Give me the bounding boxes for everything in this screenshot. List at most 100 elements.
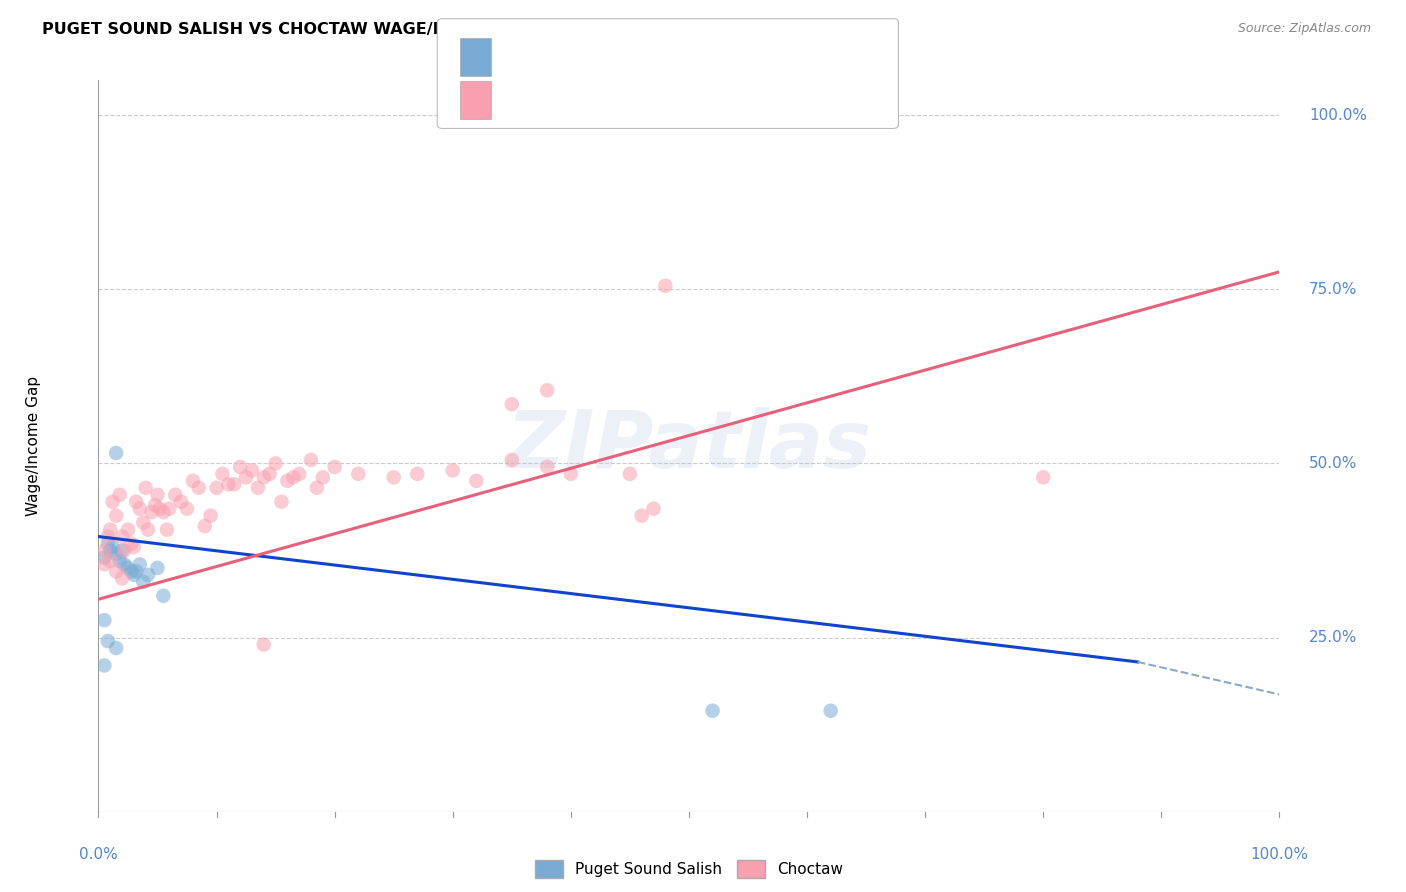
Point	[121, 536, 143, 550]
Point	[135, 481, 157, 495]
Point	[323, 459, 346, 474]
Point	[217, 477, 239, 491]
Point	[136, 567, 159, 582]
Point	[117, 561, 139, 575]
Point	[382, 470, 405, 484]
Text: ZIPatlas: ZIPatlas	[506, 407, 872, 485]
Point	[112, 543, 135, 558]
Text: 75.0%: 75.0%	[1309, 282, 1357, 297]
Point	[229, 459, 252, 474]
Point	[194, 519, 217, 533]
Point	[93, 550, 115, 565]
Point	[347, 467, 370, 481]
Point	[132, 516, 155, 530]
Point	[111, 571, 134, 585]
Point	[128, 558, 150, 572]
Text: N =: N =	[612, 49, 666, 63]
Point	[1032, 470, 1054, 484]
Text: -0.465: -0.465	[540, 49, 595, 63]
Point	[97, 536, 120, 550]
Point	[619, 467, 641, 481]
Text: N =: N =	[612, 91, 666, 105]
Text: R =: R =	[502, 49, 538, 63]
Point	[105, 565, 128, 579]
Point	[283, 470, 305, 484]
Text: 50.0%: 50.0%	[1309, 456, 1357, 471]
Text: 24: 24	[664, 49, 682, 63]
Point	[165, 488, 187, 502]
Point	[211, 467, 233, 481]
Point	[108, 554, 131, 568]
Text: R =: R =	[502, 91, 538, 105]
Point	[643, 501, 665, 516]
Text: Wage/Income Gap: Wage/Income Gap	[25, 376, 41, 516]
Point	[536, 459, 558, 474]
Point	[136, 523, 159, 537]
Point	[146, 488, 169, 502]
Point	[98, 554, 121, 568]
Point	[501, 453, 523, 467]
Point	[240, 463, 263, 477]
Point	[146, 561, 169, 575]
Point	[299, 453, 322, 467]
Point	[152, 505, 174, 519]
Text: 0.571: 0.571	[540, 91, 595, 105]
Text: 25.0%: 25.0%	[1309, 630, 1357, 645]
Point	[246, 481, 269, 495]
Point	[117, 523, 139, 537]
Point	[200, 508, 222, 523]
Point	[305, 481, 328, 495]
Text: 71: 71	[664, 91, 682, 105]
Point	[205, 481, 228, 495]
Point	[536, 384, 558, 398]
Point	[98, 523, 121, 537]
Point	[654, 278, 676, 293]
Point	[121, 565, 143, 579]
Point	[312, 470, 335, 484]
Point	[93, 658, 115, 673]
Point	[111, 543, 134, 558]
Point	[101, 540, 124, 554]
Point	[125, 565, 148, 579]
Point	[224, 477, 246, 491]
Point	[132, 574, 155, 589]
Point	[93, 543, 115, 558]
Point	[288, 467, 311, 481]
Point	[406, 467, 429, 481]
Point	[264, 457, 287, 471]
Point	[108, 488, 131, 502]
Point	[501, 397, 523, 411]
Point	[93, 613, 115, 627]
Point	[176, 501, 198, 516]
Point	[101, 494, 124, 508]
Point	[105, 547, 128, 561]
Point	[270, 494, 292, 508]
Legend: Puget Sound Salish, Choctaw: Puget Sound Salish, Choctaw	[529, 854, 849, 885]
Text: PUGET SOUND SALISH VS CHOCTAW WAGE/INCOME GAP CORRELATION CHART: PUGET SOUND SALISH VS CHOCTAW WAGE/INCOM…	[42, 22, 745, 37]
Point	[98, 543, 121, 558]
Point	[97, 530, 120, 544]
Text: 100.0%: 100.0%	[1250, 847, 1309, 862]
Point	[111, 530, 134, 544]
Point	[253, 470, 276, 484]
Point	[122, 567, 145, 582]
Point	[152, 589, 174, 603]
Point	[97, 634, 120, 648]
Point	[276, 474, 298, 488]
Point	[253, 638, 276, 652]
Point	[105, 640, 128, 655]
Text: 100.0%: 100.0%	[1309, 108, 1367, 122]
Text: Source: ZipAtlas.com: Source: ZipAtlas.com	[1237, 22, 1371, 36]
Point	[143, 498, 166, 512]
Point	[93, 558, 115, 572]
Point	[105, 446, 128, 460]
Point	[122, 540, 145, 554]
Point	[820, 704, 842, 718]
Point	[465, 474, 488, 488]
Point	[156, 523, 179, 537]
Point	[170, 494, 193, 508]
Point	[112, 558, 135, 572]
Point	[141, 505, 163, 519]
Point	[149, 501, 172, 516]
Point	[560, 467, 582, 481]
